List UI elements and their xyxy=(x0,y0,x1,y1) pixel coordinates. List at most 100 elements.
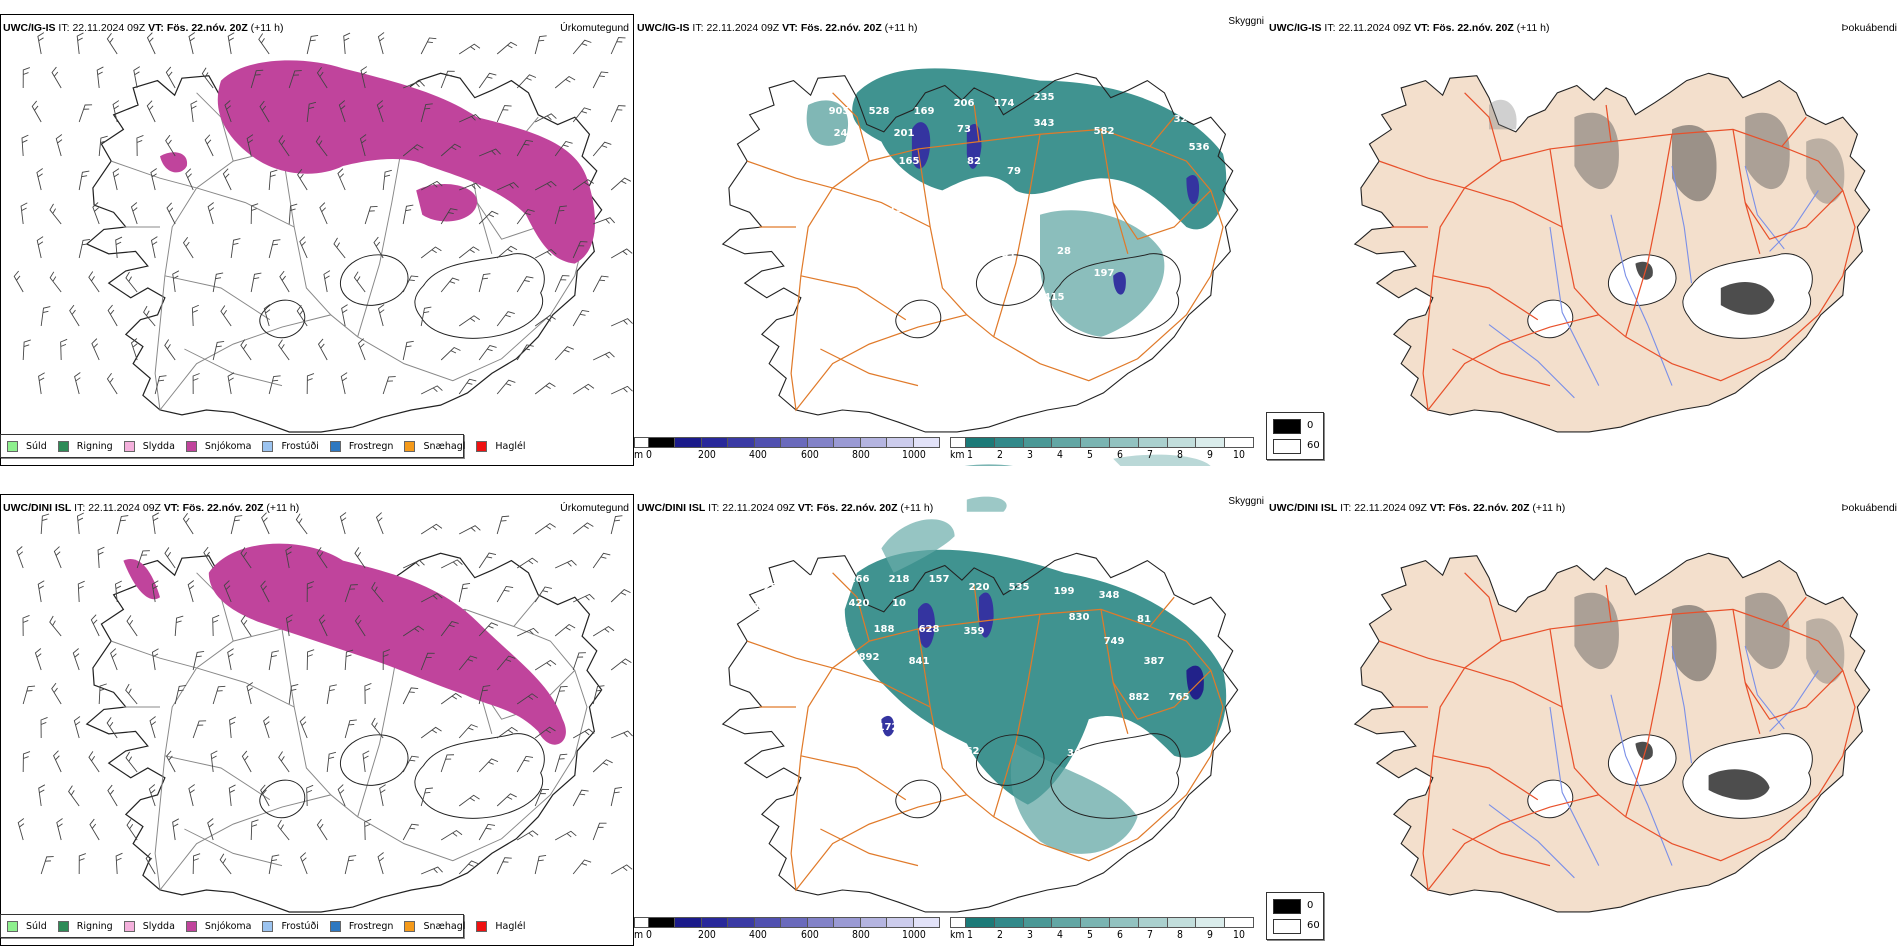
wind-barb xyxy=(610,864,633,875)
wind-barb xyxy=(402,823,419,841)
panel-header: UWC/DINI ISL IT: 22.11.2024 09Z VT: Fös.… xyxy=(1269,502,1565,514)
cloud-base-value: 174 xyxy=(994,98,1015,109)
colorbar-segment xyxy=(1052,918,1082,927)
cloud-base-value: 471 xyxy=(854,178,875,189)
wind-barb xyxy=(125,683,138,705)
legend-item: Frostregn xyxy=(329,440,393,452)
wind-barb xyxy=(420,592,443,603)
wind-barb xyxy=(496,105,512,123)
valid-label: VT: xyxy=(797,502,814,514)
tick-label: 10 xyxy=(1233,928,1245,941)
wind-barb xyxy=(440,829,463,841)
wind-barb xyxy=(516,344,534,361)
wind-barb xyxy=(34,648,42,671)
tick-label: 200 xyxy=(698,448,716,461)
wind-barb xyxy=(354,614,366,637)
legend-label: Haglél xyxy=(495,920,526,932)
wind-barb xyxy=(125,271,138,293)
wind-barb xyxy=(40,717,48,739)
wind-barb xyxy=(212,614,220,637)
legend-label: Slydda xyxy=(142,920,175,932)
fog-label: 60 xyxy=(1307,440,1320,451)
cloud-base-value: 420 xyxy=(849,598,870,609)
wind-barb xyxy=(402,204,414,225)
visibility-map: 258 276 166 218 157 220 535 155 298 420 10 125 281 18… xyxy=(722,496,1239,913)
wind-barb xyxy=(150,236,158,259)
wind-barb xyxy=(279,270,290,293)
wind-barb xyxy=(49,271,62,293)
visibility-bar xyxy=(950,437,1254,448)
wind-barb xyxy=(516,693,539,705)
wind-barb xyxy=(420,787,433,807)
wind-barb xyxy=(182,236,194,259)
tick-label: 2 xyxy=(997,448,1003,461)
wind-barb xyxy=(76,512,84,535)
wind-barb xyxy=(165,66,176,89)
wind-barb xyxy=(306,784,314,807)
colorbar-segment xyxy=(728,438,755,447)
wind-barb xyxy=(534,659,557,671)
wind-barb xyxy=(420,37,437,55)
wind-barb xyxy=(250,819,259,841)
wind-barb xyxy=(260,784,270,807)
wind-barb xyxy=(174,685,187,705)
wind-barb xyxy=(22,67,30,89)
wind-barb xyxy=(300,852,308,875)
colorbar-segment xyxy=(635,918,649,927)
wind-barb xyxy=(516,830,539,841)
wind-barb xyxy=(22,339,31,361)
wind-barb xyxy=(22,751,31,773)
wind-barb xyxy=(250,69,264,89)
wind-barb xyxy=(299,236,308,259)
model-name: UWC/IG-IS xyxy=(637,22,690,34)
wind-barb xyxy=(246,682,253,705)
fog-legend: 0 60 xyxy=(1266,892,1324,940)
colorbar-segment xyxy=(1052,438,1082,447)
lead-time: (+11 h) xyxy=(1532,502,1566,514)
tick-label: 7 xyxy=(1147,928,1153,941)
wind-barb xyxy=(207,818,214,841)
wind-barb xyxy=(420,726,442,739)
wind-barb xyxy=(593,217,615,225)
wind-barb xyxy=(246,134,254,157)
wind-barb xyxy=(224,100,232,123)
wind-barb xyxy=(440,754,455,773)
colorbar-segment xyxy=(834,438,861,447)
wind-barb xyxy=(88,271,100,293)
cloud-base-value: 249 xyxy=(834,128,855,139)
colorbar-segment xyxy=(807,918,835,927)
wind-barb xyxy=(440,277,460,293)
wind-barb xyxy=(516,627,539,637)
legend-item: Snjókoma xyxy=(185,440,251,452)
colorbar-segment xyxy=(1109,438,1139,447)
wind-barb xyxy=(458,582,471,603)
wind-barb xyxy=(40,856,54,875)
legend-item: Snjókoma xyxy=(185,920,251,932)
wind-barb xyxy=(359,134,367,157)
colorbar-segment xyxy=(913,438,940,447)
wind-barb xyxy=(516,74,537,89)
tick-label: 8 xyxy=(1177,448,1183,461)
wind-barb xyxy=(212,272,224,293)
wind-barb xyxy=(534,855,547,875)
wind-barb xyxy=(185,168,194,191)
wind-barb xyxy=(458,43,481,55)
wind-barb xyxy=(458,315,481,327)
wind-barb xyxy=(610,589,631,603)
wind-barb xyxy=(68,785,80,807)
wind-barb xyxy=(478,210,499,225)
wind-barb xyxy=(49,615,62,637)
cloud-base-value: 10 xyxy=(892,598,906,609)
colorbar-segment xyxy=(965,438,995,447)
wind-barb xyxy=(296,305,308,327)
wind-barb xyxy=(572,652,586,671)
init-time: 22.11.2024 09Z xyxy=(88,502,161,514)
fog-label: 60 xyxy=(1307,920,1320,931)
cloud-base-value: 227 xyxy=(854,752,875,763)
wind-barb xyxy=(288,684,299,705)
panel-header: UWC/DINI ISL IT: 22.11.2024 09Z VT: Fös.… xyxy=(3,502,299,514)
wind-barb xyxy=(250,272,262,293)
unit-label: m xyxy=(634,928,644,941)
cloud-base-value: 201 xyxy=(894,128,915,139)
wind-barb xyxy=(496,857,512,875)
